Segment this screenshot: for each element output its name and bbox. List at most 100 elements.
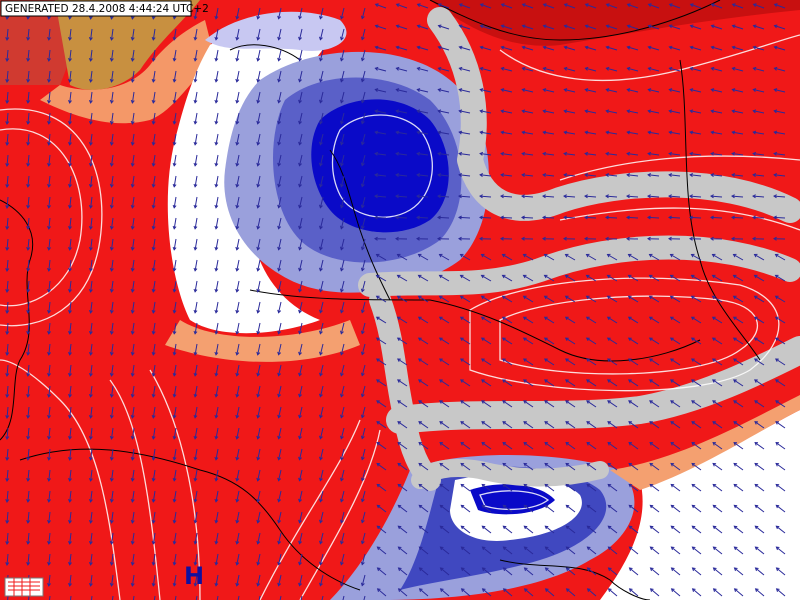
wind-arrow-head — [458, 173, 463, 177]
wind-arrow — [565, 274, 576, 282]
wind-arrow — [131, 364, 135, 376]
wind-arrow — [502, 358, 513, 366]
wind-arrow — [131, 196, 135, 208]
wind-arrow-head — [689, 66, 694, 71]
wind-arrow-head — [775, 462, 780, 467]
wind-arrow-head — [214, 330, 219, 335]
wind-arrow-head — [502, 462, 507, 467]
wind-arrow — [361, 154, 366, 166]
wind-arrow-head — [235, 351, 240, 356]
wind-arrow-head — [502, 442, 507, 446]
wind-arrow — [194, 112, 198, 124]
wind-arrow — [27, 427, 30, 439]
wind-arrow — [502, 295, 513, 303]
wind-arrow-head — [360, 120, 365, 125]
wind-arrow-head — [88, 246, 93, 251]
wind-arrow — [543, 153, 555, 156]
wind-arrow — [319, 154, 324, 166]
wind-arrow — [300, 595, 303, 600]
border — [0, 199, 34, 441]
wind-arrow-head — [586, 421, 591, 425]
wind-arrow — [545, 588, 555, 597]
wind-arrow — [361, 364, 366, 376]
wind-arrow — [215, 49, 219, 61]
wind-arrow-head — [214, 225, 219, 230]
wind-arrow-head — [774, 337, 779, 342]
wind-arrow-head — [151, 246, 156, 251]
wind-arrow — [501, 131, 513, 135]
wind-arrow-head — [130, 57, 135, 62]
wind-arrow-head — [360, 162, 365, 167]
wind-arrow-head — [732, 253, 737, 258]
wind-arrow-head — [626, 173, 631, 177]
wind-arrow — [257, 427, 261, 439]
wind-arrow-head — [340, 120, 344, 125]
wind-arrow-head — [481, 588, 486, 592]
wind-arrow — [398, 567, 408, 576]
wind-arrow — [340, 448, 345, 460]
wind-arrow-head — [691, 442, 696, 446]
warm-area — [610, 395, 800, 490]
wind-arrow-head — [418, 588, 423, 592]
wind-arrow-head — [235, 372, 240, 377]
contour — [259, 419, 361, 600]
wind-arrow — [754, 295, 765, 303]
wind-arrow — [173, 574, 177, 586]
wind-arrow — [90, 112, 93, 124]
wind-arrow-head — [376, 525, 381, 530]
wind-arrow-head — [690, 253, 695, 258]
wind-arrow — [459, 89, 471, 93]
wind-arrow-head — [753, 316, 758, 321]
wind-arrow — [481, 316, 492, 324]
wind-arrow-head — [277, 477, 282, 482]
wind-arrow — [173, 511, 177, 523]
wind-arrow-head — [521, 88, 526, 92]
wind-arrow — [607, 254, 618, 261]
wind-arrow-head — [563, 130, 568, 135]
wind-arrow-head — [360, 183, 365, 188]
wind-arrow-head — [502, 567, 507, 572]
wind-arrow-head — [397, 442, 402, 446]
wind-arrow — [586, 504, 597, 513]
wind-arrow — [27, 511, 30, 523]
wind-arrow-head — [605, 109, 610, 114]
wind-arrow-head — [360, 561, 365, 566]
wind-arrow-head — [47, 225, 51, 230]
wind-arrow-head — [193, 99, 198, 104]
wind-arrow — [215, 322, 219, 334]
wind-arrow-head — [438, 337, 443, 342]
wind-arrow-head — [151, 120, 156, 125]
wind-arrow — [215, 133, 219, 145]
wind-arrow — [712, 379, 723, 387]
wind-arrow-head — [360, 36, 365, 41]
wind-arrow-head — [544, 400, 548, 404]
wind-arrow — [584, 195, 597, 198]
wind-arrow-head — [130, 183, 135, 188]
wind-arrow-head — [319, 183, 323, 188]
wind-arrow — [257, 70, 261, 82]
wind-arrow — [481, 483, 492, 492]
wind-arrow — [236, 28, 240, 40]
wind-arrow-head — [711, 379, 716, 383]
wind-arrow — [585, 131, 597, 135]
wind-arrow — [522, 89, 534, 93]
wind-arrow-head — [458, 109, 463, 114]
wind-arrow — [648, 25, 660, 30]
wind-arrow-head — [193, 225, 198, 230]
wind-arrow-head — [214, 246, 219, 251]
wind-arrow-head — [605, 215, 609, 220]
wind-arrow — [544, 504, 555, 513]
wind-arrow-head — [396, 379, 401, 383]
wind-arrow — [340, 574, 345, 586]
wind-arrow — [523, 421, 534, 429]
wind-arrow — [587, 546, 597, 555]
wind-arrow — [774, 3, 786, 9]
wind-arrow-head — [109, 267, 114, 272]
wind-arrow — [27, 490, 30, 502]
wind-arrow-head — [256, 36, 261, 41]
wind-arrow-head — [319, 57, 323, 62]
wind-arrow-head — [214, 288, 219, 293]
wind-arrow-head — [47, 99, 51, 104]
wind-arrow — [501, 46, 513, 51]
wind-arrow-head — [670, 588, 675, 592]
